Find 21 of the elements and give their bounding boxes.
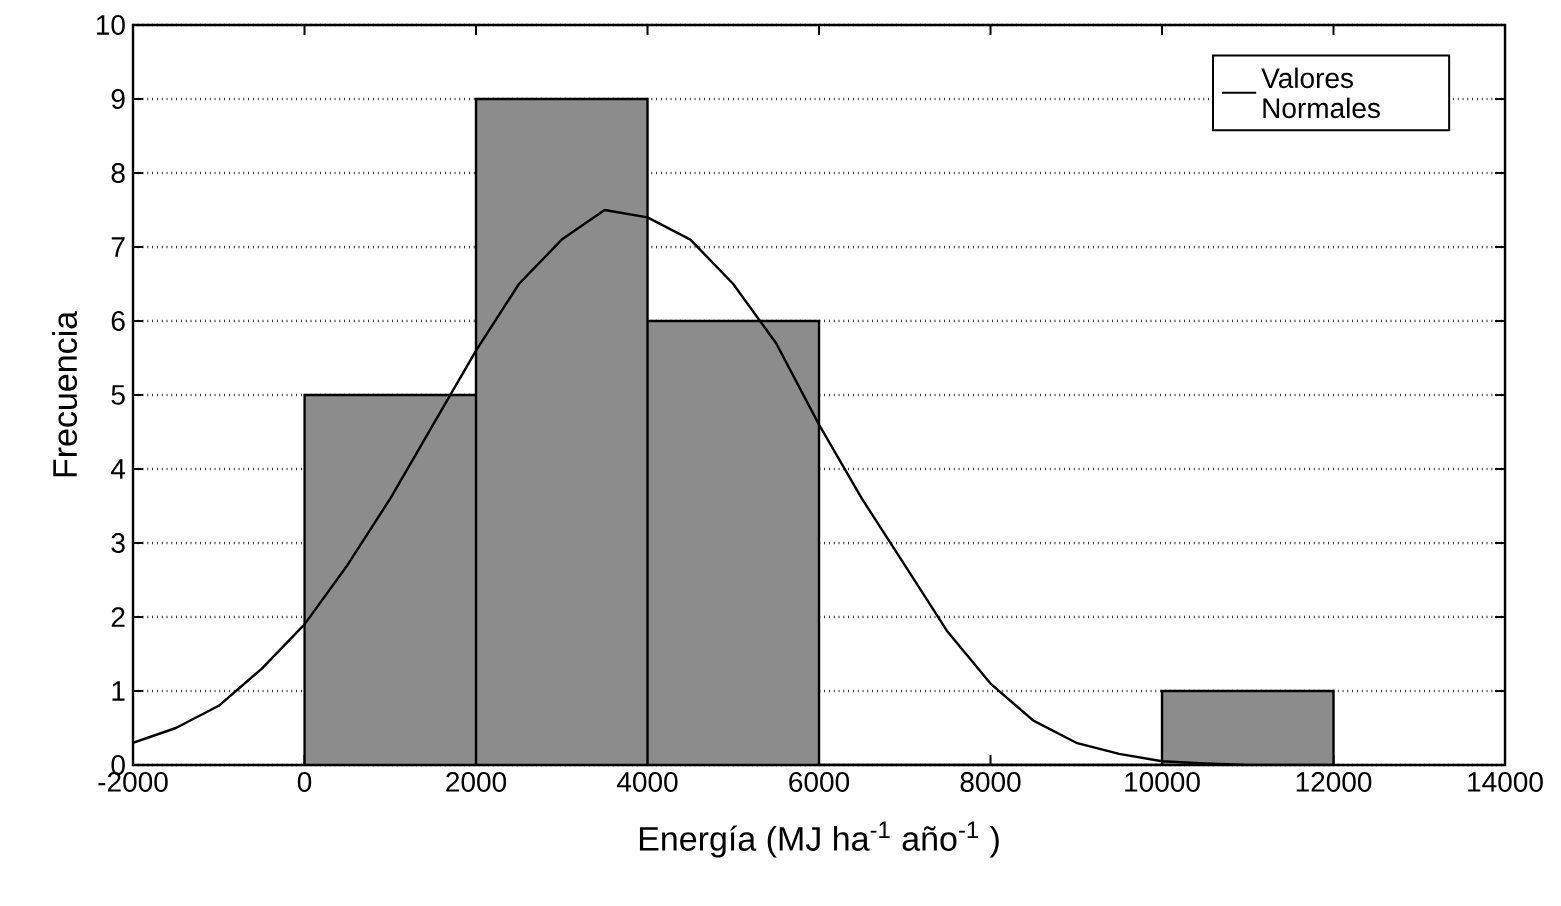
y-tick-label: 7 bbox=[111, 237, 125, 257]
y-tick-label: 6 bbox=[111, 311, 125, 331]
x-tick-label: 12000 bbox=[1296, 772, 1372, 792]
y-tick-label: 2 bbox=[111, 607, 125, 627]
y-tick-label: 8 bbox=[111, 163, 125, 183]
y-tick-label: 5 bbox=[111, 385, 125, 405]
y-tick-label: 4 bbox=[111, 459, 126, 479]
x-tick-label: 4000 bbox=[616, 772, 678, 792]
x-tick-label: 8000 bbox=[960, 772, 1021, 792]
y-tick-label: 9 bbox=[111, 89, 125, 109]
y-tick-label: 10 bbox=[96, 15, 125, 35]
x-axis-title: Energía (MJ ha$^{-1}$ año$^{-1}$ ) bbox=[639, 821, 999, 858]
x-tick-label: 14000 bbox=[1468, 772, 1543, 792]
x-tick-label: 0 bbox=[297, 772, 312, 792]
y-tick-label: 1 bbox=[112, 681, 125, 701]
x-tick-label: 2000 bbox=[446, 772, 507, 792]
x-tick-label: 6000 bbox=[789, 772, 850, 792]
y-tick-label: 3 bbox=[111, 533, 125, 553]
x-tick-label: 10000 bbox=[1125, 772, 1200, 792]
y-axis-title: Frecuencia bbox=[52, 310, 78, 477]
legend-label: Valores Normales bbox=[1261, 67, 1380, 119]
